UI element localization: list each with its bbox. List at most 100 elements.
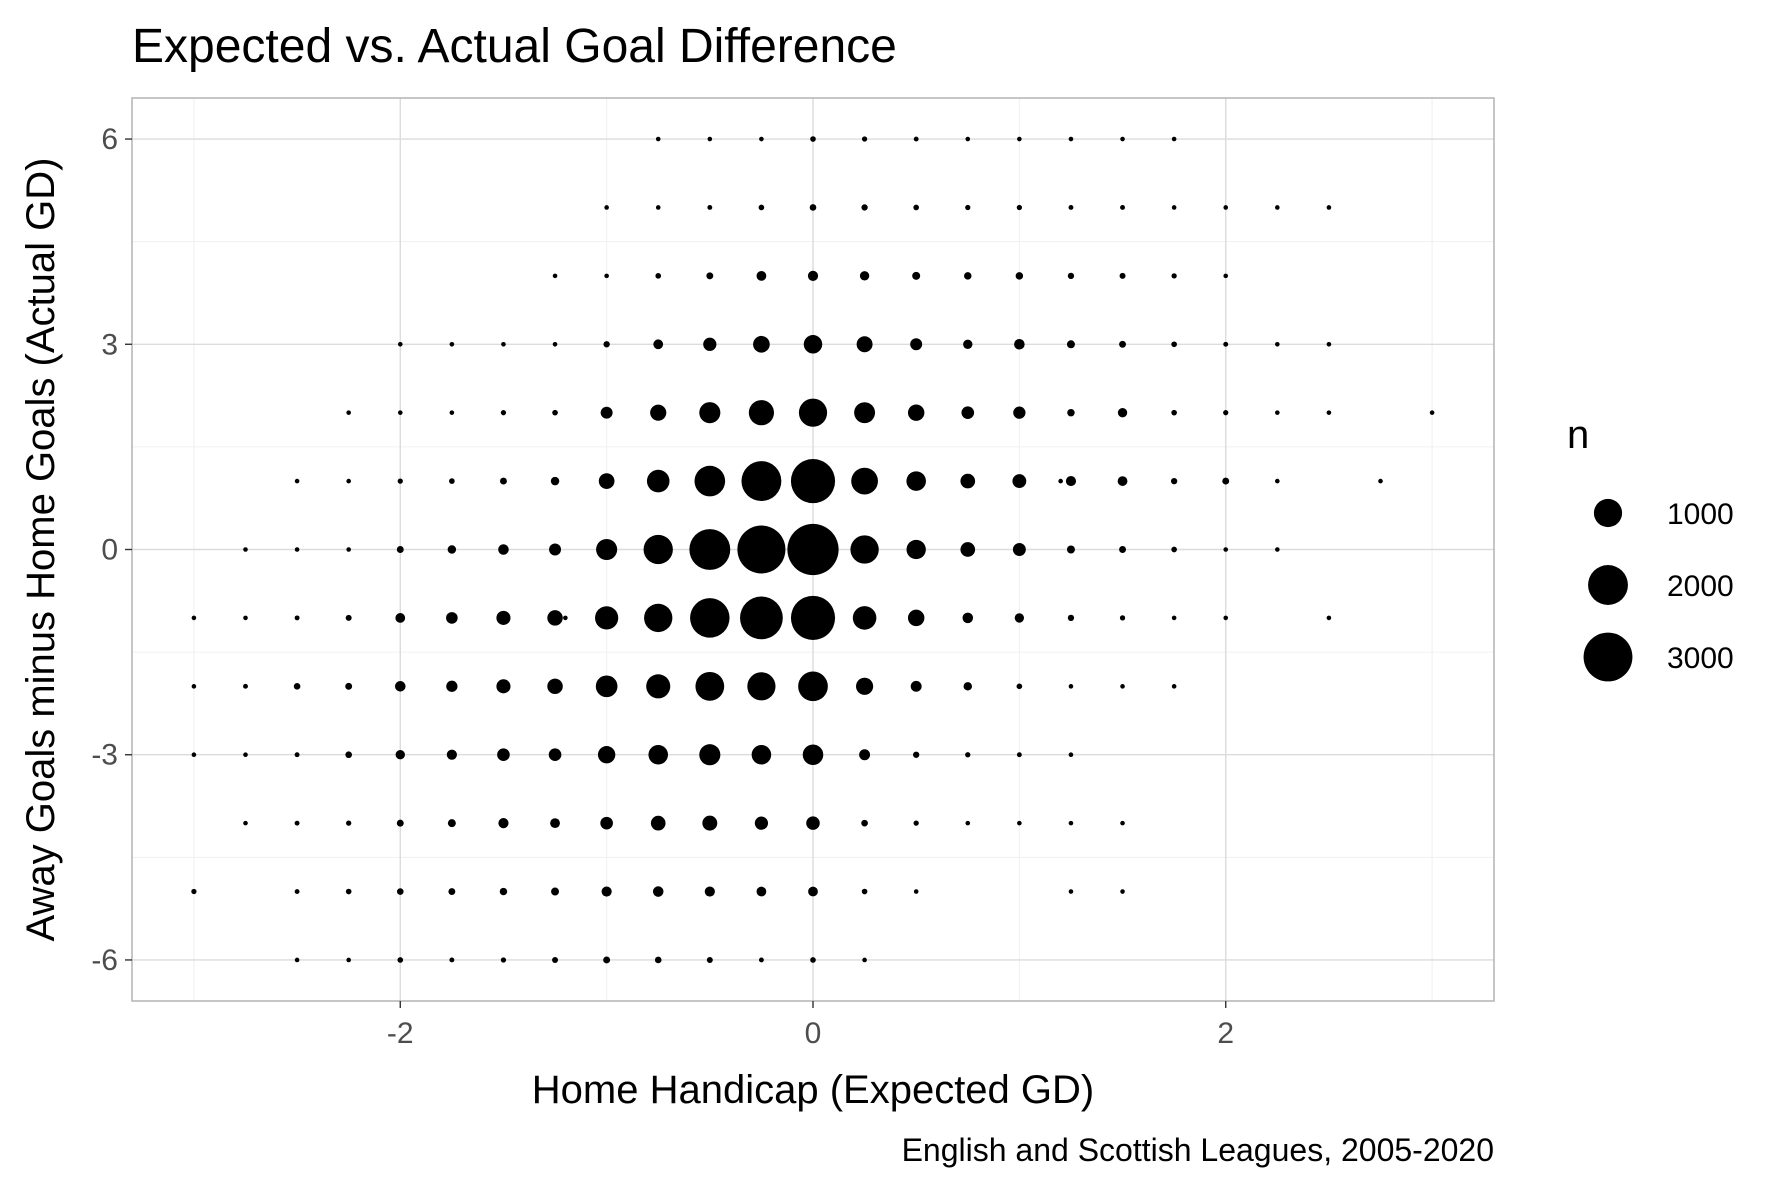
data-point — [1326, 205, 1332, 210]
data-point — [446, 612, 458, 624]
data-point — [1326, 341, 1332, 347]
data-point — [694, 465, 726, 497]
data-point — [706, 956, 713, 963]
data-point — [1120, 889, 1125, 894]
data-point — [654, 956, 662, 964]
data-point — [648, 744, 668, 765]
data-point — [852, 606, 877, 630]
data-point — [446, 749, 457, 760]
data-point — [650, 404, 667, 421]
data-point — [500, 410, 507, 416]
data-point — [646, 469, 670, 493]
data-point — [397, 410, 403, 415]
data-point — [913, 136, 919, 142]
data-point — [550, 476, 560, 486]
data-point — [243, 683, 248, 689]
data-point — [604, 205, 609, 210]
data-point — [601, 886, 612, 897]
data-point — [699, 402, 721, 424]
data-point — [448, 888, 456, 895]
data-point — [1171, 205, 1177, 210]
data-point — [751, 744, 772, 765]
data-point — [191, 684, 197, 689]
data-point — [758, 957, 764, 963]
y-tick-label: 3 — [101, 328, 118, 361]
data-point — [850, 535, 879, 564]
data-point — [1012, 474, 1027, 488]
data-point — [1013, 406, 1026, 419]
data-point — [595, 675, 618, 698]
data-point — [396, 819, 404, 827]
data-point — [913, 889, 919, 894]
data-point — [963, 682, 973, 691]
chart-caption: English and Scottish Leagues, 2005-2020 — [902, 1132, 1494, 1168]
data-point — [1068, 136, 1074, 142]
chart-title: Expected vs. Actual Goal Difference — [132, 20, 897, 73]
data-point — [964, 272, 972, 280]
data-point — [790, 459, 836, 504]
data-point — [907, 404, 925, 421]
y-axis-ticks: -6 -3 0 3 6 — [91, 123, 132, 977]
data-point — [1275, 341, 1280, 347]
data-point — [965, 204, 971, 211]
data-point — [1171, 273, 1177, 279]
data-point — [600, 816, 613, 830]
data-point — [1068, 752, 1074, 758]
data-point — [960, 473, 976, 489]
legend-key-circle — [1593, 498, 1623, 528]
data-point — [859, 749, 871, 761]
data-point — [499, 887, 508, 896]
data-point — [603, 956, 611, 964]
data-point — [496, 679, 511, 694]
data-point — [963, 339, 973, 349]
data-point — [798, 398, 828, 427]
data-point — [1014, 613, 1025, 623]
data-point — [787, 523, 839, 576]
data-point — [243, 820, 248, 826]
data-point — [598, 473, 615, 489]
data-point — [1275, 205, 1280, 210]
data-point — [498, 818, 509, 829]
data-point — [798, 671, 828, 702]
data-point — [1222, 477, 1230, 485]
data-point — [741, 461, 782, 502]
data-point — [552, 341, 558, 347]
data-point — [861, 204, 868, 211]
data-point — [1017, 136, 1022, 142]
data-point — [1066, 340, 1075, 349]
data-point — [644, 603, 673, 633]
data-point — [345, 682, 353, 690]
data-point — [1119, 272, 1126, 279]
data-point — [754, 816, 769, 830]
data-points — [191, 136, 1435, 964]
y-tick-label: 6 — [101, 123, 118, 156]
data-point — [912, 271, 921, 280]
x-tick-label: 0 — [805, 1017, 822, 1050]
data-point — [597, 746, 616, 764]
data-point — [756, 886, 767, 897]
data-point — [706, 272, 714, 280]
data-point — [1058, 478, 1063, 484]
data-point — [345, 614, 352, 621]
data-point — [396, 888, 404, 895]
data-point — [1171, 546, 1177, 553]
data-point — [293, 683, 301, 690]
data-point — [646, 674, 671, 699]
data-point — [547, 678, 563, 695]
data-point — [1326, 615, 1332, 621]
data-point — [1016, 752, 1022, 758]
data-point — [294, 615, 300, 621]
data-point — [550, 818, 560, 829]
data-point — [650, 815, 666, 831]
data-point — [449, 410, 455, 415]
data-point — [1429, 410, 1435, 415]
legend-key-circle — [1588, 565, 1628, 605]
data-point — [1117, 476, 1128, 486]
data-point — [707, 205, 713, 210]
data-point — [702, 815, 718, 831]
data-point — [1017, 820, 1022, 826]
data-point — [563, 615, 568, 621]
data-point — [449, 957, 455, 963]
data-point — [910, 680, 922, 692]
